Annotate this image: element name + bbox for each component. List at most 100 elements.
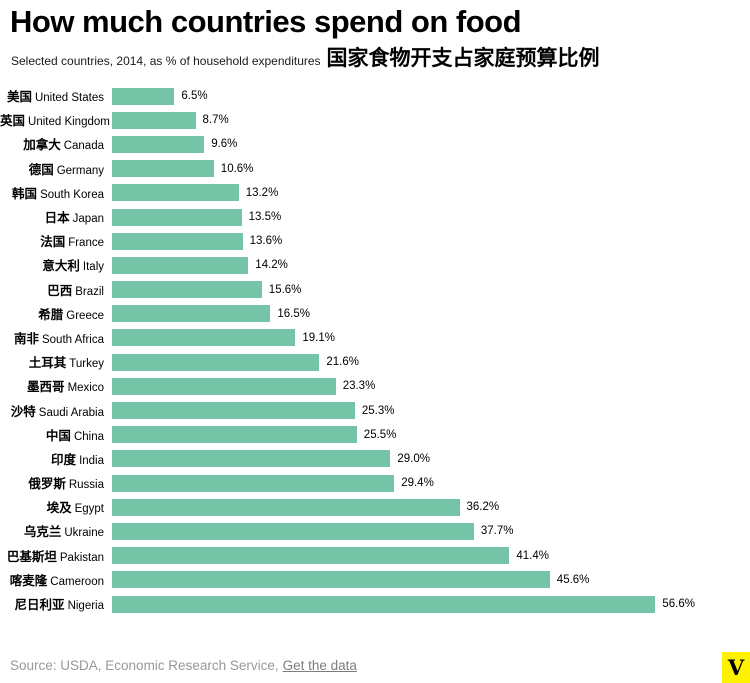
row-label-chinese: 巴西 [47,283,73,298]
bar [112,377,336,395]
subtitle-chinese: 国家食物开支占家庭预算比例 [326,47,600,70]
row-label-english: China [73,430,104,443]
chart-row: 美国 United States 6.5% [0,84,750,108]
bar-area: 25.3% [112,402,750,420]
row-label: 俄罗斯 Russia [0,473,112,493]
chart-row: 韩国 South Korea 13.2% [0,181,750,205]
value-label: 29.0% [397,452,430,465]
bar-area: 13.5% [112,208,750,226]
chart-rows: 美国 United States 6.5% 英国 United Kingdom 8.7% 加… [0,84,750,616]
value-label: 15.6% [268,283,302,296]
row-label-chinese: 法国 [40,235,66,250]
bar [112,111,196,129]
chart-row: 乌克兰 Ukraine 37.7% [0,519,750,543]
row-label-english: Egypt [74,503,104,516]
bar [112,232,243,250]
row-label-chinese: 意大利 [42,259,80,274]
bar [112,208,242,226]
row-label: 尼日利亚 Nigeria [0,594,112,614]
subtitle-english: Selected countries, 2014, as % of househ… [11,54,321,68]
value-label: 25.5% [363,428,397,441]
row-label-chinese: 墨西哥 [27,380,65,395]
bar [112,474,395,492]
row-label: 意大利 Italy [0,255,112,275]
row-label: 中国 China [0,425,112,445]
value-label: 13.6% [249,235,283,248]
get-the-data-link[interactable]: Get the data [282,658,357,673]
row-label-english: Greece [66,309,104,322]
row-label: 土耳其 Turkey [0,352,112,372]
bar-area: 8.7% [112,111,750,129]
bar-area: 29.0% [112,450,750,468]
chart-row: 喀麦隆 Cameroon 45.6% [0,568,750,592]
row-label-english: South Korea [40,188,104,201]
value-label: 21.6% [326,356,359,369]
row-label-english: South Africa [41,333,104,346]
row-label-english: United Kingdom [28,116,110,129]
row-label: 埃及 Egypt [0,497,112,517]
bar-area: 45.6% [112,571,750,589]
row-label-chinese: 喀麦隆 [9,573,48,588]
chart-row: 英国 United Kingdom 8.7% [0,108,750,132]
row-label: 希腊 Greece [0,304,112,324]
value-label: 37.7% [480,525,514,538]
bar-chart: 美国 United States 6.5% 英国 United Kingdom 8.7% 加… [0,84,750,616]
row-label-english: France [68,237,104,250]
chart-row: 俄罗斯 Russia 29.4% [0,471,750,495]
row-label-chinese: 土耳其 [28,356,67,371]
value-label: 41.4% [516,549,549,562]
bar [112,426,357,444]
row-label-chinese: 日本 [44,211,70,226]
chart-row: 中国 China 25.5% [0,423,750,447]
bar [112,87,175,105]
row-label: 巴西 Brazil [0,280,112,300]
row-label-english: Japan [72,213,104,226]
bar [112,571,550,589]
chart-row: 尼日利亚 Nigeria 56.6% [0,592,750,616]
row-label-english: Nigeria [67,600,104,613]
page-title: How much countries spend on food [10,4,522,39]
bar [112,184,239,202]
bar [112,402,355,420]
bar [112,256,249,274]
chart-row: 埃及 Egypt 36.2% [0,495,750,519]
value-label: 8.7% [202,114,229,127]
vox-logo-letter: V [727,655,745,680]
row-label-english: Turkey [69,358,104,371]
chart-row: 沙特 Saudi Arabia 25.3% [0,398,750,422]
row-label: 印度 India [0,449,112,469]
row-label-chinese: 南非 [13,331,39,346]
value-label: 36.2% [466,501,500,514]
bar [112,329,296,347]
chart-row: 印度 India 29.0% [0,447,750,471]
row-label: 南非 South Africa [0,328,112,348]
row-label-english: India [79,454,104,467]
value-label: 13.5% [248,211,282,224]
value-label: 56.6% [662,598,695,611]
row-label: 法国 France [0,231,112,251]
row-label: 英国 United Kingdom [0,110,112,130]
source-text: Source: USDA, Economic Research Service, [10,658,279,673]
row-label-english: Saudi Arabia [38,406,104,419]
bar-area: 25.5% [112,426,750,444]
row-label-english: United States [34,92,104,105]
row-label: 加拿大 Canada [0,134,112,154]
bar-area: 37.7% [112,522,750,540]
value-label: 29.4% [401,477,434,490]
bar-area: 10.6% [112,160,750,178]
value-label: 16.5% [277,307,310,320]
bar [112,450,391,468]
row-label-chinese: 埃及 [46,501,72,516]
row-label-chinese: 加拿大 [23,138,61,153]
row-label-chinese: 尼日利亚 [14,598,65,613]
chart-row: 巴西 Brazil 15.6% [0,278,750,302]
row-label-english: Ukraine [64,527,104,540]
chart-row: 南非 South Africa 19.1% [0,326,750,350]
bar-area: 41.4% [112,547,750,565]
bar-area: 19.1% [112,329,750,347]
row-label-english: Cameroon [50,575,104,588]
bar-area: 36.2% [112,498,750,516]
chart-row: 法国 France 13.6% [0,229,750,253]
chart-row: 土耳其 Turkey 21.6% [0,350,750,374]
chart-row: 意大利 Italy 14.2% [0,253,750,277]
